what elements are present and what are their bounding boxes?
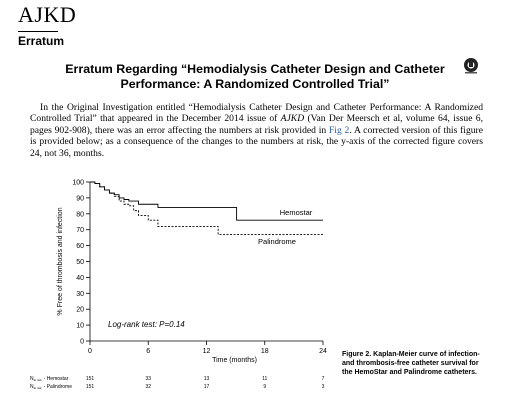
y-axis-label: % Free of thrombosis and infection: [57, 207, 64, 315]
x-axis-label: Time (months): [212, 357, 257, 364]
series-label: Palindrome: [258, 237, 296, 246]
risk-count: 17: [204, 384, 210, 390]
risk-count: 151: [86, 384, 95, 390]
y-tick-label: 70: [76, 227, 84, 234]
x-tick-label: 6: [146, 348, 150, 355]
section-label: Erratum: [18, 34, 65, 48]
risk-count: 13: [204, 376, 210, 382]
annotation: Log-rank test: P=0.14: [108, 320, 185, 329]
risk-row-label: Nat risk - Palindrome: [30, 384, 72, 390]
risk-subscript: at risk: [34, 378, 43, 382]
y-tick-label: 90: [76, 195, 84, 202]
body-paragraph: In the Original Investigation entitled “…: [30, 102, 483, 159]
y-tick-label: 60: [76, 243, 84, 250]
risk-prefix: N: [30, 384, 34, 390]
text: . A corrected version of this figure is …: [30, 124, 484, 159]
risk-row-name: - Hemostar: [44, 376, 69, 382]
y-tick-label: 50: [76, 259, 84, 266]
figure-link[interactable]: Fig 2: [328, 124, 350, 136]
y-tick-label: 0: [80, 339, 84, 346]
risk-count: 32: [145, 384, 151, 390]
x-tick-label: 12: [203, 348, 211, 355]
y-tick-label: 100: [72, 180, 84, 187]
risk-row-name: - Palindrome: [44, 384, 73, 390]
y-tick-label: 80: [76, 211, 84, 218]
x-tick-label: 18: [261, 348, 269, 355]
journal-ref: AJKD: [280, 113, 305, 125]
header-rule: [18, 31, 58, 32]
text: (Van Der Meersch et al, volume 64, issue…: [30, 113, 483, 136]
journal-name: AJKD: [18, 2, 77, 27]
x-tick-label: 24: [319, 348, 327, 355]
risk-count: 9: [263, 384, 266, 390]
risk-count: 151: [86, 376, 95, 382]
text: In the Original Investigation entitled “…: [30, 102, 483, 125]
risk-count: 7: [322, 376, 325, 382]
y-tick-label: 20: [76, 307, 84, 314]
y-tick-label: 40: [76, 275, 84, 282]
y-tick-label: 30: [76, 291, 84, 298]
x-tick-label: 0: [88, 348, 92, 355]
risk-prefix: N: [30, 376, 34, 382]
risk-count: 11: [262, 376, 267, 382]
y-tick-label: 10: [76, 323, 84, 330]
caption-text: Kaplan-Meier curve of infection- and thr…: [342, 351, 480, 376]
risk-count: 3: [322, 384, 325, 390]
risk-count: 33: [145, 376, 151, 382]
caption-label: Figure 2.: [342, 351, 372, 358]
article-title: Erratum Regarding “Hemodialysis Catheter…: [65, 62, 445, 91]
series-label: Hemostar: [280, 208, 313, 217]
crossmark-icon[interactable]: [463, 57, 479, 75]
risk-row-label: Nat risk - Hemostar: [30, 376, 69, 382]
figure-caption: Figure 2. Kaplan-Meier curve of infectio…: [342, 350, 484, 377]
risk-subscript: at risk: [34, 386, 43, 390]
